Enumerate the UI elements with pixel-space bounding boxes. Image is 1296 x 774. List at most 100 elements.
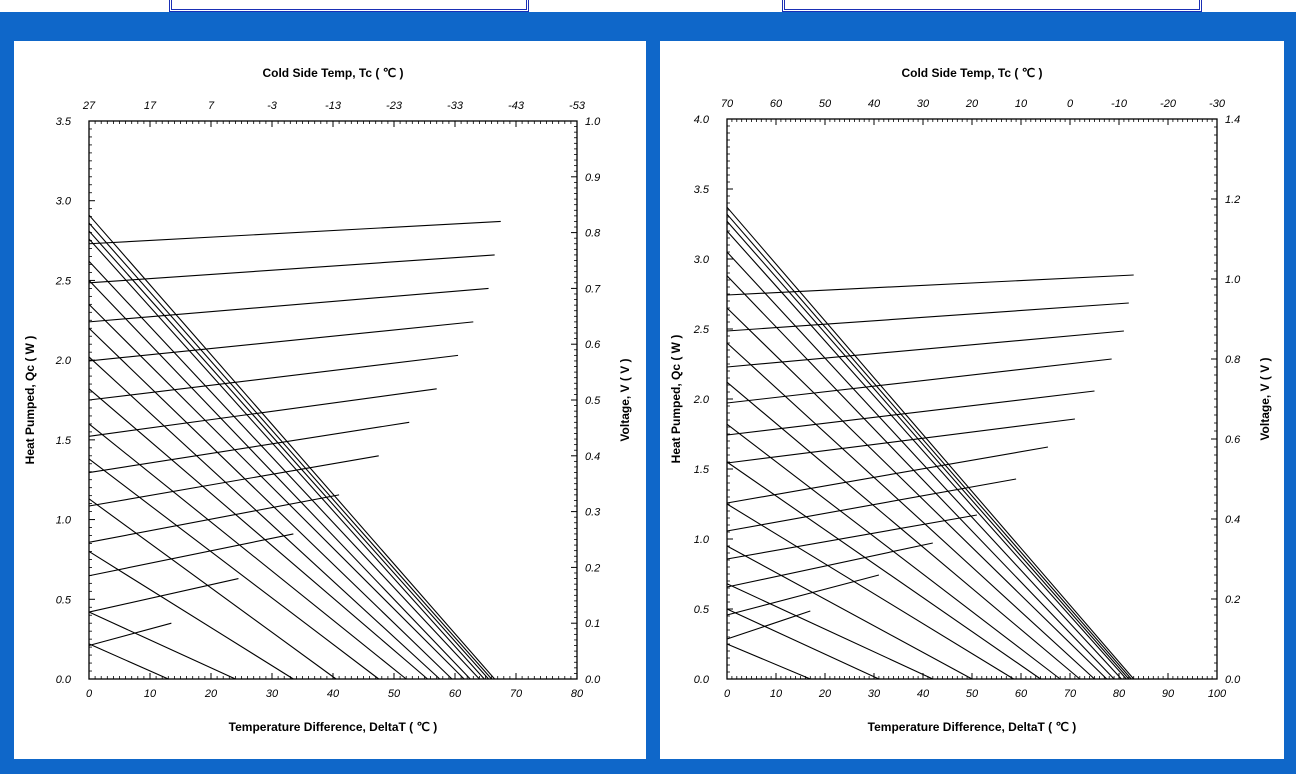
y2-tick-label: 0.8 — [1225, 354, 1241, 366]
qc-line — [88, 550, 294, 680]
y-tick-label: 3.5 — [56, 116, 72, 128]
y-tick-label: 3.0 — [694, 254, 710, 266]
x2-tick-label: 30 — [917, 98, 930, 110]
voltage-line — [88, 455, 379, 507]
x-tick-label: 70 — [1064, 688, 1077, 700]
voltage-line — [726, 446, 1049, 504]
y2-tick-label: 0.2 — [1225, 594, 1240, 606]
qc-line — [726, 583, 934, 680]
qc-line — [726, 461, 1041, 680]
x2-tick-label: 20 — [965, 98, 979, 110]
voltage-line — [88, 254, 495, 284]
y-tick-label: 2.0 — [693, 394, 710, 406]
voltage-line — [726, 274, 1134, 296]
qc-line — [88, 327, 453, 680]
voltage-line — [726, 418, 1075, 464]
qc-line — [88, 238, 485, 680]
x-tick-label: 30 — [868, 688, 881, 700]
y2-tick-label: 0.6 — [585, 339, 601, 351]
voltage-line — [726, 358, 1112, 404]
x2-tick-label: 17 — [144, 100, 157, 112]
qc-line — [88, 214, 496, 680]
x-tick-label: 10 — [770, 688, 783, 700]
y-axis-title: Heat Pumped, Qc ( W ) — [23, 336, 37, 465]
x-tick-label: 40 — [917, 688, 930, 700]
x2-tick-label: -43 — [508, 100, 525, 112]
qc-line — [88, 388, 428, 680]
x-tick-label: 10 — [144, 688, 157, 700]
x-tick-label: 60 — [1015, 688, 1028, 700]
qc-line — [726, 643, 811, 680]
y-tick-label: 1.5 — [56, 435, 72, 447]
voltage-line — [88, 494, 340, 543]
x2-tick-label: -23 — [386, 100, 403, 112]
qc-line — [726, 251, 1122, 680]
x2-tick-label: -10 — [1111, 98, 1128, 110]
voltage-line — [88, 220, 501, 245]
x2-tick-label: -13 — [325, 100, 342, 112]
voltage-line — [88, 287, 489, 323]
x-tick-label: 50 — [966, 688, 979, 700]
qc-line — [88, 356, 441, 680]
left-tab-box — [169, 0, 529, 12]
qc-line — [88, 611, 236, 680]
qc-line — [726, 342, 1095, 680]
y2-tick-label: 0.2 — [585, 562, 600, 574]
x-axis-title: Temperature Difference, DeltaT ( ℃ ) — [229, 720, 438, 734]
voltage-line — [726, 542, 933, 588]
voltage-line — [88, 622, 172, 647]
voltage-line — [726, 390, 1095, 436]
y2-tick-label: 1.0 — [585, 116, 601, 128]
x-tick-label: 40 — [327, 688, 340, 700]
qc-line — [726, 213, 1132, 680]
y-tick-label: 3.5 — [694, 184, 710, 196]
y2-tick-label: 0.4 — [585, 451, 600, 463]
y-tick-label: 0.0 — [694, 674, 710, 686]
y2-tick-label: 0.0 — [585, 674, 601, 686]
qc-line — [88, 458, 380, 680]
qc-line — [88, 643, 169, 680]
qc-line — [726, 307, 1108, 680]
right-tab-box — [782, 0, 1202, 12]
qc-line — [88, 230, 489, 680]
y-tick-label: 1.0 — [56, 515, 72, 527]
y2-tick-label: 0.3 — [585, 507, 601, 519]
voltage-line — [88, 578, 239, 613]
voltage-line — [726, 330, 1124, 368]
y2-tick-label: 0.4 — [1225, 514, 1240, 526]
y2-tick-label: 0.9 — [585, 172, 600, 184]
x-tick-label: 0 — [724, 688, 731, 700]
x2-tick-label: 27 — [82, 100, 96, 112]
qc-line — [726, 220, 1130, 680]
y-tick-label: 2.5 — [693, 324, 710, 336]
y2-tick-label: 0.8 — [585, 228, 601, 240]
y2-axis-title: Voltage, V ( V ) — [1258, 357, 1272, 440]
qc-line — [88, 498, 337, 680]
voltage-line — [88, 421, 410, 474]
y-axis-title: Heat Pumped, Qc ( W ) — [669, 335, 683, 464]
qc-line — [88, 222, 493, 680]
qc-line — [726, 275, 1115, 680]
x2-tick-label: 70 — [721, 98, 734, 110]
x2-tick-label: -33 — [447, 100, 464, 112]
y2-tick-label: 0.7 — [585, 283, 601, 295]
qc-line — [726, 503, 1014, 680]
x2-tick-label: -20 — [1160, 98, 1177, 110]
y2-tick-label: 1.2 — [1225, 194, 1240, 206]
x2-tick-label: 7 — [208, 100, 215, 112]
y-tick-label: 0.5 — [694, 604, 710, 616]
y2-tick-label: 1.4 — [1225, 114, 1240, 126]
x-tick-label: 20 — [204, 688, 218, 700]
voltage-line — [88, 533, 294, 577]
x-tick-label: 30 — [266, 688, 279, 700]
voltage-line — [726, 302, 1129, 332]
qc-line — [726, 608, 880, 680]
x-axis-title: Temperature Difference, DeltaT ( ℃ ) — [868, 720, 1077, 734]
plot-frame — [726, 118, 1218, 680]
x-tick-label: 80 — [1113, 688, 1126, 700]
x-tick-label: 80 — [571, 688, 584, 700]
qc-line — [88, 303, 465, 680]
x2-axis-title: Cold Side Temp, Tc ( ℃ ) — [901, 66, 1042, 80]
y2-axis-title: Voltage, V ( V ) — [618, 358, 632, 441]
x2-tick-label: 60 — [770, 98, 783, 110]
